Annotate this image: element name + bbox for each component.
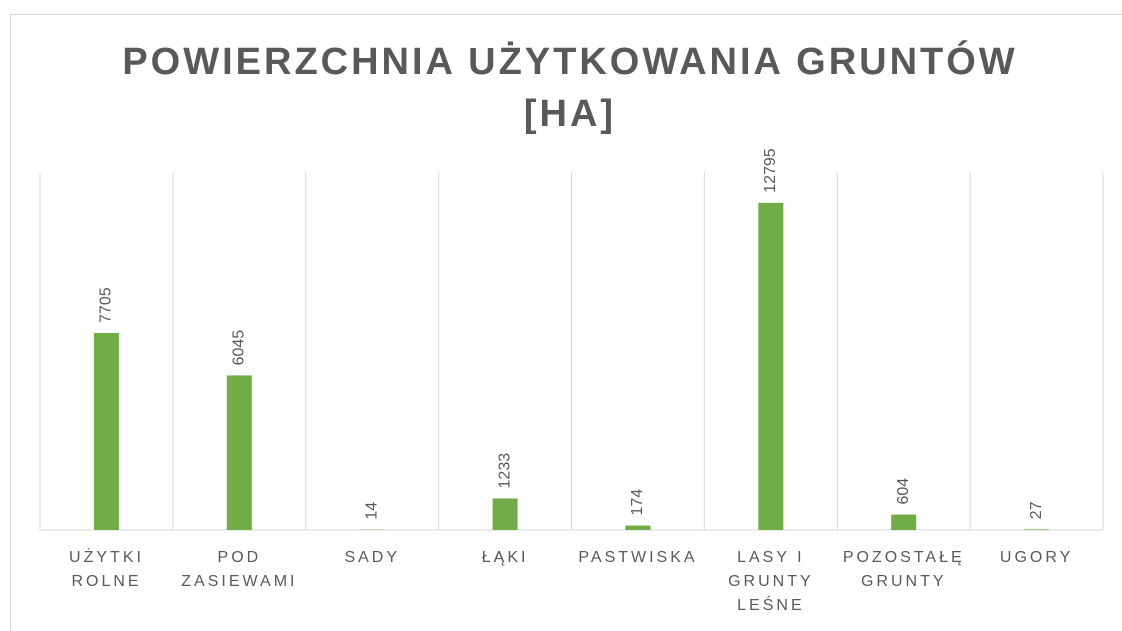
data-label: 174	[629, 489, 646, 516]
bar	[93, 332, 119, 530]
x-tick-label: ŁĄKI	[481, 549, 529, 566]
bar	[758, 202, 784, 530]
chart-frame	[10, 14, 1122, 631]
x-tick-label: UŻYTKI ROLNE	[69, 549, 144, 590]
data-label: 27	[1028, 501, 1045, 519]
x-tick-label: POZOSTAŁĘ GRUNTY	[842, 549, 965, 590]
data-label: 7705	[98, 287, 115, 323]
data-label: 604	[895, 478, 912, 505]
data-label: 14	[363, 502, 380, 520]
x-tick-label: UGORY	[999, 549, 1074, 566]
x-tick-label: SADY	[344, 549, 401, 566]
x-tick-label: PASTWISKA	[578, 549, 698, 566]
bar	[625, 525, 651, 530]
data-label: 12795	[762, 148, 779, 193]
bar	[226, 375, 252, 530]
bar	[1024, 529, 1050, 530]
bar	[492, 498, 518, 530]
x-tick-label: POD ZASIEWAMI	[181, 549, 298, 590]
data-label: 6045	[231, 330, 248, 366]
data-label: 1233	[496, 453, 513, 489]
x-tick-label: LASY I GRUNTY LEŚNE	[728, 549, 814, 614]
chart-title: POWIERZCHNIA UŻYTKOWANIA GRUNTÓW [HA]	[122, 41, 1018, 135]
bar	[891, 514, 917, 530]
